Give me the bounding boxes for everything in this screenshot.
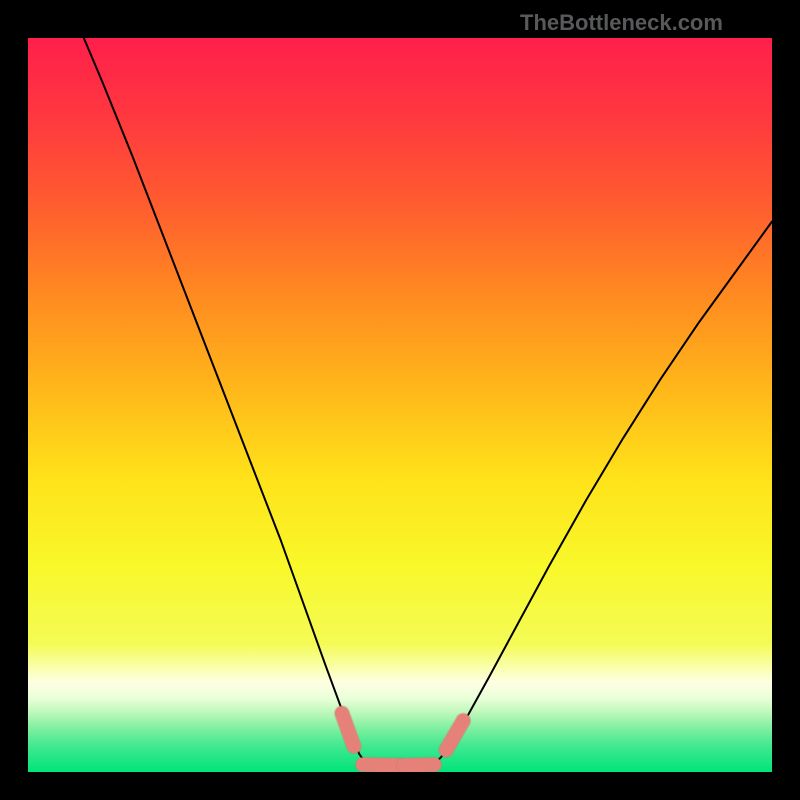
marker-capsule (404, 765, 435, 766)
marker-capsule (363, 765, 400, 766)
watermark-text: TheBottleneck.com (520, 10, 723, 36)
chart-frame: TheBottleneck.com (0, 0, 800, 800)
plot-area (28, 38, 772, 772)
gradient-background (28, 38, 772, 772)
plot-svg (28, 38, 772, 772)
